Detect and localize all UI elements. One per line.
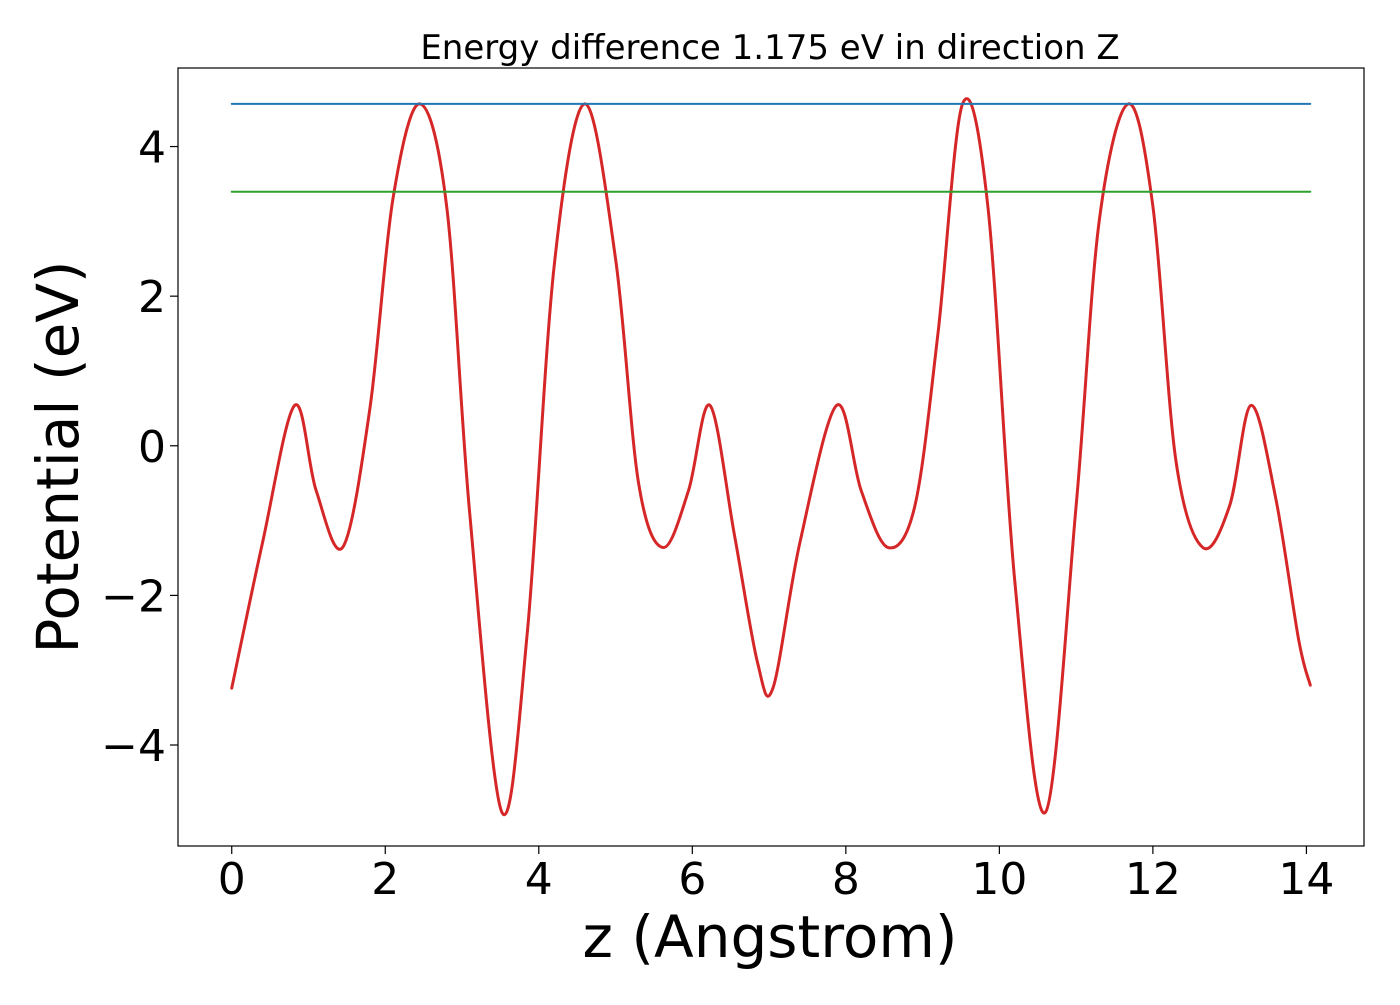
x-tick-label: 0 (218, 854, 246, 905)
x-tick-label: 12 (1125, 854, 1181, 905)
y-axis-title: Potential (eV) (24, 260, 92, 653)
x-tick-label: 4 (525, 854, 553, 905)
x-tick-label: 10 (971, 854, 1027, 905)
y-axis-ticks: −4 −2 0 2 4 (101, 123, 178, 772)
x-tick-label: 2 (371, 854, 399, 905)
y-tick-label: 4 (138, 123, 166, 174)
y-tick-label: 0 (138, 422, 166, 473)
plot-area (230, 97, 1312, 817)
chart-title: Energy difference 1.175 eV in direction … (420, 28, 1119, 68)
x-tick-label: 8 (832, 854, 860, 905)
x-tick-label: 14 (1278, 854, 1334, 905)
y-tick-label: −4 (101, 721, 166, 772)
plot-frame (177, 67, 1365, 847)
x-axis-ticks: 0 2 4 6 8 10 12 14 (218, 846, 1334, 905)
y-tick-label: 2 (138, 272, 166, 323)
series-line-1 (230, 97, 1312, 817)
x-axis-title: z (Angstrom) (583, 903, 958, 971)
x-tick-label: 6 (678, 854, 706, 905)
y-tick-label: −2 (101, 571, 166, 622)
